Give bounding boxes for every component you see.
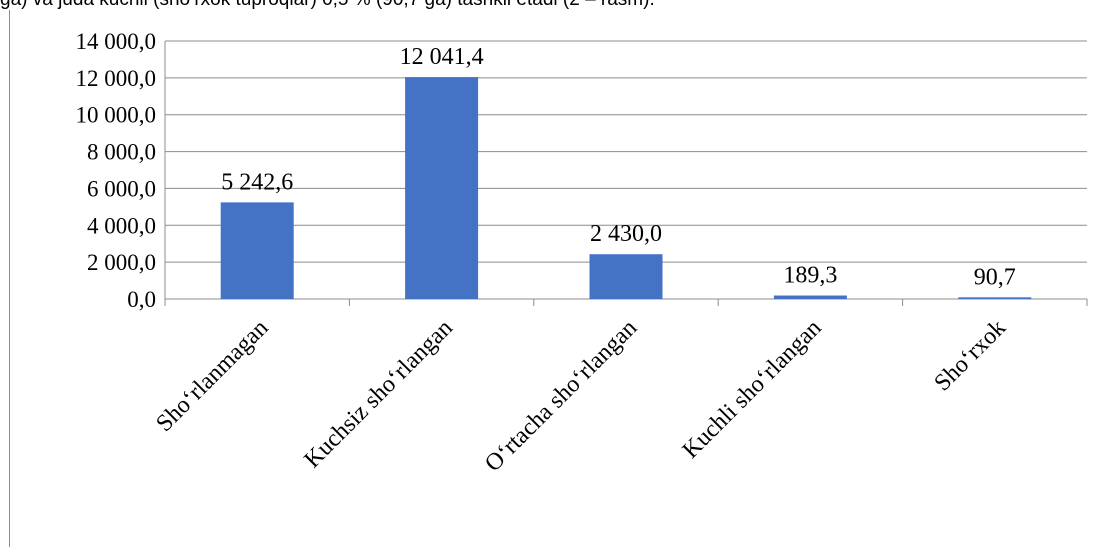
bar <box>773 295 847 299</box>
bar <box>220 202 294 299</box>
y-tick-label: 4 000,0 <box>87 213 156 238</box>
y-tick-label: 0,0 <box>127 287 156 312</box>
data-label: 90,7 <box>974 264 1016 290</box>
caption-text: ga) va juda kuchli (sho‘rxok tuproqlar) … <box>0 0 1104 11</box>
data-label: 2 430,0 <box>590 221 662 247</box>
bar <box>589 254 663 299</box>
category-label: Kuchsiz sho‘rlangan <box>299 315 457 473</box>
bar <box>405 77 479 299</box>
y-tick-label: 10 000,0 <box>76 103 157 128</box>
data-label: 12 041,4 <box>400 44 484 70</box>
y-tick-label: 8 000,0 <box>87 140 156 165</box>
y-tick-label: 6 000,0 <box>87 176 156 201</box>
data-label: 5 242,6 <box>221 169 293 195</box>
category-label: Kuchli sho‘rlangan <box>678 315 827 464</box>
category-label: Sho‘rlanmagan <box>151 315 273 437</box>
y-tick-label: 12 000,0 <box>76 66 157 91</box>
category-label: O‘rtacha sho‘rlangan <box>480 315 642 477</box>
category-label: Sho‘rxok <box>929 315 1011 397</box>
frame-border <box>9 10 10 547</box>
data-label: 189,3 <box>783 263 837 289</box>
y-tick-label: 14 000,0 <box>76 29 157 54</box>
y-tick-label: 2 000,0 <box>87 250 156 275</box>
bar <box>958 297 1032 299</box>
